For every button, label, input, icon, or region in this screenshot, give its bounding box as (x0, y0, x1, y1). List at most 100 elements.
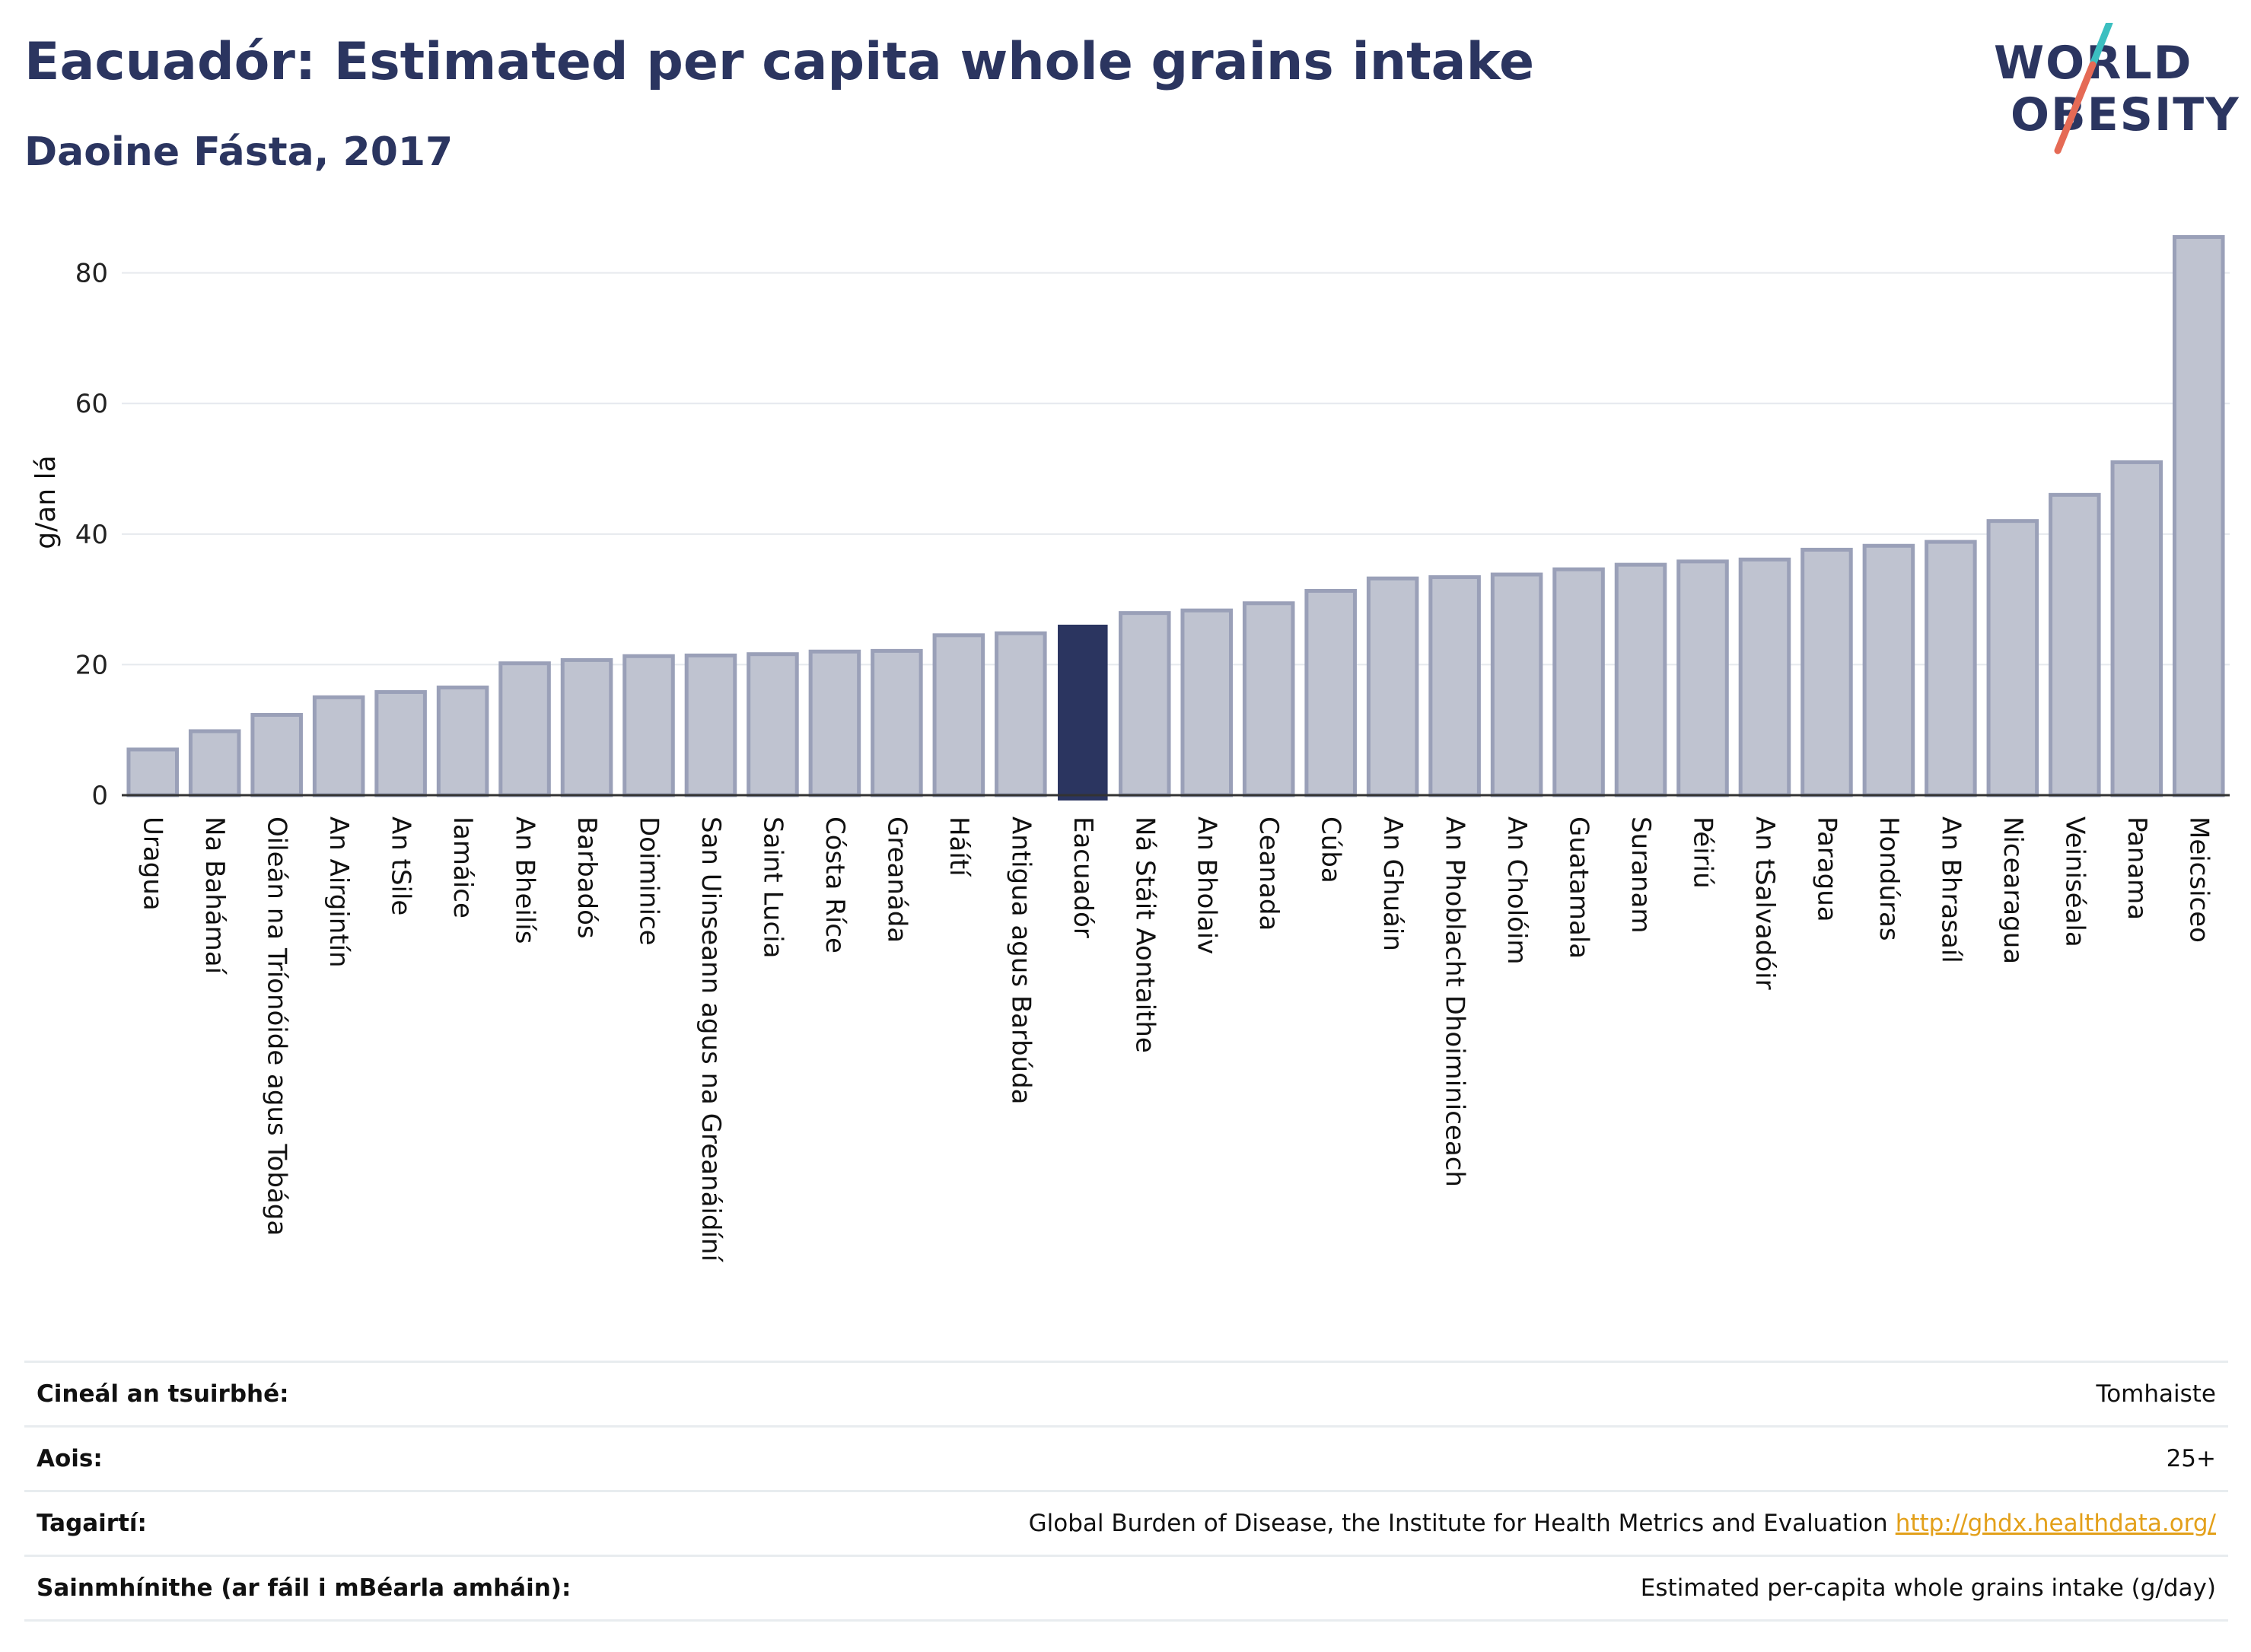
y-tick-label: 0 (91, 781, 108, 811)
bar (126, 747, 180, 797)
bars (126, 234, 2225, 801)
info-value-text: Global Burden of Disease, the Institute … (1028, 1510, 1888, 1537)
info-row: Sainmhínithe (ar fáil i mBéarla amháin):… (24, 1555, 2228, 1622)
bar (932, 633, 985, 797)
x-tick-label: Veiniséala (2059, 816, 2090, 947)
x-tick-label: An Bhrasaíl (1935, 816, 1966, 963)
bar (2172, 234, 2225, 797)
bar (1552, 567, 1605, 797)
bar (1800, 547, 1853, 797)
bar (1862, 543, 1915, 797)
info-key: Tagairtí: (37, 1510, 147, 1537)
bar-chart: 0 20 40 60 80 Uragua Na Bahámaí Oileán na Trío… (30, 234, 2230, 1262)
y-axis-label: g/an lá (30, 455, 62, 549)
bar (1490, 572, 1543, 797)
x-tick-label: Doiminice (634, 816, 664, 946)
bar (1304, 588, 1357, 797)
y-tick-label: 20 (75, 650, 108, 680)
info-key: Aois: (37, 1445, 103, 1472)
x-tick-label: An Airgintín (323, 816, 354, 968)
info-key: Cineál an tsuirbhé: (37, 1380, 289, 1408)
info-row: Tagairtí: Global Burden of Disease, the I… (24, 1490, 2228, 1555)
x-tick-label: Hondúras (1874, 816, 1904, 941)
x-tick-label: Suranam (1625, 816, 1656, 933)
info-value-text: Tomhaiste (2096, 1380, 2216, 1408)
bar (374, 689, 427, 797)
x-tick-label: Uragua (138, 816, 168, 911)
y-tick-label: 80 (75, 259, 108, 289)
info-value: Estimated per-capita whole grains intake… (1641, 1574, 2228, 1602)
bar (436, 685, 489, 797)
bar (1676, 559, 1729, 797)
bar (995, 631, 1047, 797)
x-tick-label: Barbadós (572, 816, 602, 939)
bar (312, 695, 365, 797)
x-tick-label: Ná Stáit Aontaithe (1129, 816, 1160, 1053)
info-value: Global Burden of Disease, the Institute … (1029, 1510, 2228, 1537)
x-tick-label: An Bholaiv (1192, 816, 1222, 954)
x-tick-label: Háítí (944, 816, 974, 877)
bar (1118, 611, 1171, 797)
x-tick-label: Meicsiceo (2183, 816, 2214, 943)
bar (1058, 624, 1108, 801)
x-tick-label: An Bheilís (510, 816, 540, 944)
bar (188, 729, 241, 797)
x-tick-label: An Cholóim (1501, 816, 1532, 965)
info-value-text: 25+ (2166, 1445, 2216, 1472)
logo-line-2: OBESITY (2011, 88, 2240, 142)
x-tick-label: Antigua agus Barbúda (1005, 816, 1036, 1105)
info-row: Cineál an tsuirbhé: Tomhaiste (24, 1361, 2228, 1425)
x-tick-label: Eacuadór (1068, 816, 1098, 938)
info-value-text: Estimated per-capita whole grains intake… (1640, 1574, 2216, 1602)
x-tick-label: An tSalvadóir (1750, 816, 1780, 990)
x-tick-label: Nicearagua (1998, 816, 2028, 964)
bar (1738, 557, 1791, 797)
x-axis-ticks: Uragua Na Bahámaí Oileán na Tríonóide agus… (138, 816, 2214, 1262)
x-tick-label: Na Bahámaí (199, 816, 230, 976)
x-tick-label: Péiriú (1688, 816, 1718, 889)
y-axis-ticks: 0 20 40 60 80 (75, 259, 108, 811)
x-tick-label: San Uinseann agus na Greanáidíní (696, 816, 726, 1262)
x-tick-label: Iamáice (447, 816, 478, 918)
x-tick-label: Greanáda (881, 816, 912, 943)
bar (808, 649, 861, 797)
info-value: Tomhaiste (2097, 1380, 2228, 1408)
y-tick-label: 60 (75, 389, 108, 419)
x-tick-label: Panama (2122, 816, 2152, 920)
x-tick-label: Guatamala (1564, 816, 1594, 959)
chart-title: Eacuadór: Estimated per capita whole gra… (24, 32, 1535, 92)
x-tick-label: An Phoblacht Dhoiminiceach (1440, 816, 1470, 1187)
bar (1366, 576, 1419, 797)
bar (1925, 540, 1977, 797)
info-table: Cineál an tsuirbhé: Tomhaiste Aois: 25+ Taga… (24, 1361, 2228, 1622)
bar (1180, 608, 1234, 797)
bar (1428, 575, 1481, 797)
bar (560, 657, 613, 797)
bar (1242, 601, 1295, 797)
bar (1614, 562, 1667, 797)
bar (684, 653, 737, 797)
bar (2049, 492, 2101, 797)
x-tick-label: Paragua (1811, 816, 1842, 922)
info-value: 25+ (2167, 1445, 2228, 1472)
bar (498, 661, 551, 797)
x-tick-label: Oileán na Tríonóide agus Tobága (262, 816, 292, 1236)
world-obesity-logo: WORLD OBESITY (1979, 23, 2239, 160)
bar (1986, 519, 2039, 797)
chart-subtitle: Daoine Fásta, 2017 (24, 129, 454, 175)
x-tick-label: Cúba (1316, 816, 1346, 883)
y-tick-label: 40 (75, 520, 108, 550)
info-key: Sainmhínithe (ar fáil i mBéarla amháin): (37, 1574, 572, 1602)
logo-slash-icon (2054, 23, 2113, 154)
bar (871, 648, 923, 797)
info-row: Aois: 25+ (24, 1425, 2228, 1490)
bar (747, 652, 799, 797)
bar (2110, 460, 2163, 797)
x-tick-label: Cósta Ríce (820, 816, 850, 953)
x-tick-label: Saint Lucia (757, 816, 788, 958)
x-tick-label: Ceanada (1253, 816, 1284, 931)
bar (250, 712, 303, 797)
reference-link[interactable]: http://ghdx.healthdata.org/ (1895, 1510, 2216, 1537)
bar (622, 654, 675, 797)
x-tick-label: An Ghuáin (1377, 816, 1408, 951)
